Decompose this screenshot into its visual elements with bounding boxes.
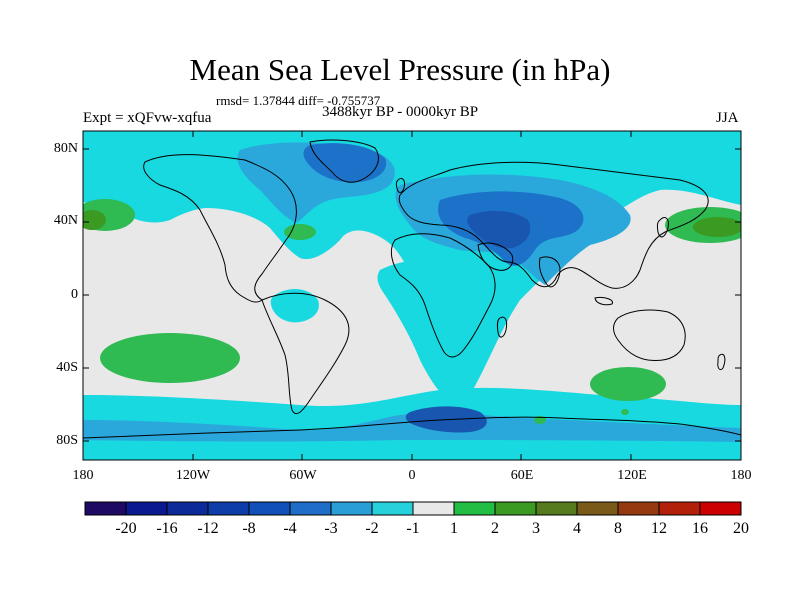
- colorbar-tick-label: -8: [242, 520, 256, 537]
- colorbar-swatch: [207, 501, 250, 516]
- coastline-north-america: [143, 154, 297, 303]
- colorbar-tick-label: -4: [283, 520, 297, 537]
- coastline-arabia: [477, 242, 514, 271]
- anomaly-region-south-pacific: [100, 333, 240, 383]
- lat-label-0: 0: [71, 287, 78, 302]
- anomaly-region-arabia: [467, 210, 531, 249]
- lon-label-180w: 180: [72, 468, 94, 483]
- lat-label-80n: 80N: [53, 141, 78, 156]
- lon-label-60e: 60E: [510, 468, 534, 483]
- coastline-south-america: [261, 292, 350, 415]
- colorbar-tick-label: 12: [651, 520, 667, 537]
- coastline-india: [539, 256, 561, 288]
- colorbar-tick-label: 8: [614, 520, 622, 537]
- coastline-antarctica: [83, 416, 741, 439]
- colorbar-swatch: [617, 501, 660, 516]
- coastline-indonesia: [594, 297, 614, 306]
- anomaly-region-small: [621, 409, 629, 415]
- anomaly-region-north-pacific-core: [693, 217, 741, 237]
- colorbar-tick-label: -2: [365, 520, 379, 537]
- lat-label-40s: 40S: [56, 360, 78, 375]
- colorbar-tick-label: 4: [573, 520, 581, 537]
- colorbar-tick-label: -16: [156, 520, 178, 537]
- stats-subtitle: rmsd= 1.37844 diff= -0.755737: [216, 93, 381, 108]
- coastline-africa: [390, 233, 496, 358]
- colorbar-swatch: [576, 501, 619, 516]
- anomaly-region-south-atlantic: [377, 260, 477, 400]
- colorbar-swatch: [658, 501, 701, 516]
- colorbar-swatch: [699, 501, 742, 516]
- lon-label-0: 0: [408, 468, 416, 483]
- colorbar-tick-label: 1: [450, 520, 458, 537]
- colorbar-swatch: [125, 501, 168, 516]
- colorbar-swatch: [289, 501, 332, 516]
- lon-label-180e: 180: [730, 468, 752, 483]
- lon-label-120e: 120E: [617, 468, 647, 483]
- colorbar-swatch: [84, 501, 127, 516]
- colorbar-swatch: [371, 501, 414, 516]
- colorbar-swatch: [535, 501, 578, 516]
- coastline-uk: [395, 177, 405, 193]
- colorbar-swatch: [330, 501, 373, 516]
- colorbar-swatch: [453, 501, 496, 516]
- lat-label-40n: 40N: [53, 213, 78, 228]
- colorbar-tick-label: -3: [324, 520, 338, 537]
- colorbar-swatch: [412, 501, 455, 516]
- season-label: JJA: [716, 110, 739, 126]
- coastline-australia: [613, 309, 686, 361]
- lat-ticks: [83, 148, 741, 442]
- coastline-new-zealand: [717, 353, 726, 371]
- coastline-greenland: [309, 139, 379, 183]
- colorbar-swatch: [166, 501, 209, 516]
- colorbar-tick-label: -1: [406, 520, 420, 537]
- lon-label-60w: 60W: [289, 468, 317, 483]
- anomaly-region-south-america: [270, 288, 319, 323]
- colorbar-swatch: [248, 501, 291, 516]
- colorbar-swatch: [494, 501, 537, 516]
- lon-ticks: [192, 131, 632, 460]
- colorbar-tick-label: 16: [692, 520, 708, 537]
- anomaly-region-indian-ocean: [590, 367, 666, 401]
- anomaly-region-small-2: [534, 416, 546, 424]
- anomaly-field: [83, 131, 741, 460]
- experiment-label: Expt = xQFvw-xqfua: [83, 110, 212, 126]
- coastline-eurasia: [398, 161, 709, 289]
- colorbar-tick-label: 3: [532, 520, 540, 537]
- lat-label-80s: 80S: [56, 433, 78, 448]
- coastlines: [83, 139, 741, 439]
- anomaly-region-greenland: [303, 143, 387, 183]
- coastline-japan: [656, 217, 669, 238]
- colorbar-tick-label: 2: [491, 520, 499, 537]
- colorbar-tick-label: -20: [115, 520, 137, 537]
- colorbar-tick-label: 20: [733, 520, 749, 537]
- anomaly-region-date-line-core: [83, 210, 106, 230]
- anomaly-region-antarctic: [83, 440, 741, 460]
- colorbar: [84, 501, 742, 516]
- map-title: Mean Sea Level Pressure (in hPa): [189, 52, 611, 87]
- coastline-madagascar: [496, 316, 508, 338]
- lon-label-120w: 120W: [175, 468, 211, 483]
- anomaly-region-north-atlantic-high: [284, 224, 316, 240]
- period-label: 3488kyr BP - 0000kyr BP: [322, 104, 479, 120]
- colorbar-tick-label: -12: [197, 520, 219, 537]
